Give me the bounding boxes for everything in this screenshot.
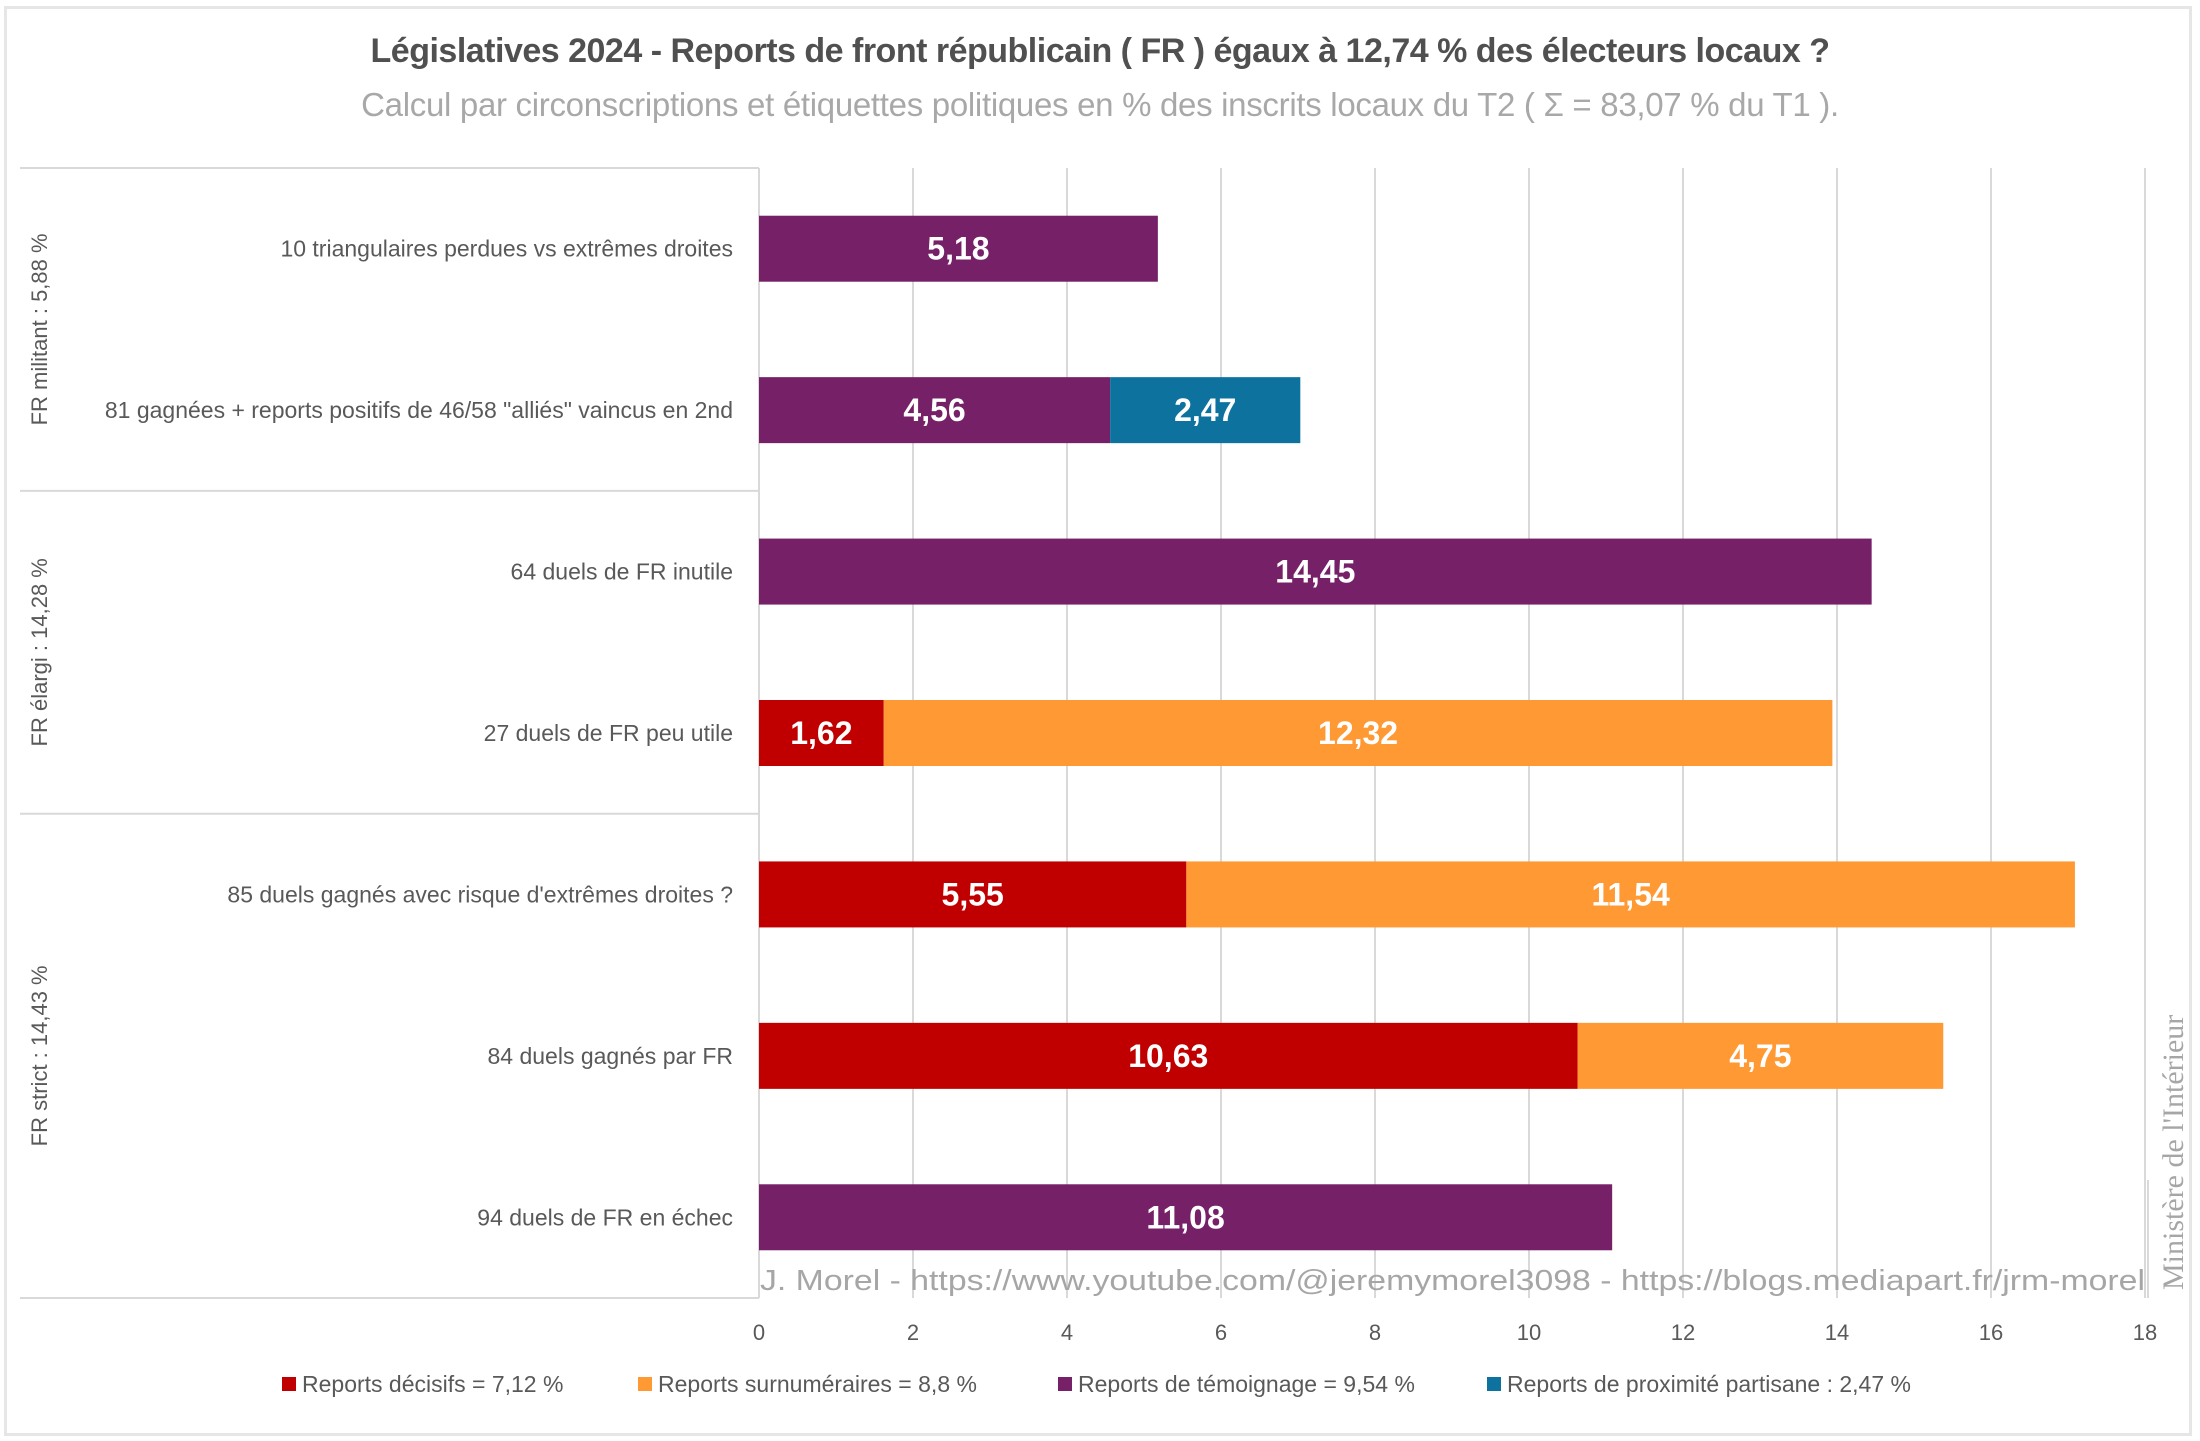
legend-swatch [1058, 1377, 1072, 1391]
legend-label: Reports de proximité partisane : 2,47 % [1507, 1371, 1911, 1397]
legend-swatch [1487, 1377, 1501, 1391]
x-tick-label: 18 [2133, 1320, 2157, 1345]
bar-data-label: 4,56 [903, 392, 965, 428]
legend-label: Reports de témoignage = 9,54 % [1078, 1371, 1415, 1397]
chart-subtitle: Calcul par circonscriptions et étiquette… [361, 86, 1839, 123]
x-tick-label: 10 [1517, 1320, 1541, 1345]
category-label: 85 duels gagnés avec risque d'extrêmes d… [227, 881, 733, 907]
x-tick-label: 14 [1825, 1320, 1849, 1345]
bar-segment [1186, 861, 2075, 928]
bar-segment [1577, 1022, 1944, 1089]
x-tick-label: 0 [753, 1320, 765, 1345]
category-label: 27 duels de FR peu utile [484, 720, 733, 746]
bar-segment [759, 538, 1872, 605]
bar-segment [759, 377, 1111, 444]
bar-data-label: 12,32 [1318, 715, 1398, 751]
bar-segment [883, 700, 1833, 766]
x-tick-label: 6 [1215, 1320, 1227, 1345]
legend-swatch [638, 1377, 652, 1391]
bar-segment [759, 215, 1158, 282]
bar-data-label: 14,45 [1275, 554, 1355, 590]
group-label: FR strict : 14,43 % [27, 965, 52, 1146]
bar-data-label: 1,62 [790, 715, 852, 751]
bar-segment [759, 861, 1187, 928]
category-label: 94 duels de FR en échec [477, 1204, 733, 1230]
source-label: Ministère de l'Intérieur [2157, 1015, 2190, 1290]
group-label: FR militant : 5,88 % [27, 233, 52, 425]
bar-segment [1110, 377, 1301, 444]
x-tick-label: 12 [1671, 1320, 1695, 1345]
bar-data-label: 5,55 [942, 876, 1004, 912]
bar-data-label: 2,47 [1174, 392, 1236, 428]
bar-data-label: 11,08 [1146, 1199, 1224, 1235]
legend-swatch [282, 1377, 296, 1391]
category-label: 84 duels gagnés par FR [488, 1043, 734, 1069]
x-tick-label: 2 [907, 1320, 919, 1345]
legend-label: Reports surnuméraires = 8,8 % [658, 1371, 977, 1397]
bar-segment [759, 1022, 1578, 1089]
bar-segment [759, 700, 884, 766]
bar-data-label: 5,18 [927, 231, 989, 267]
category-label: 81 gagnées + reports positifs de 46/58 "… [105, 397, 733, 423]
category-label: 10 triangulaires perdues vs extrêmes dro… [280, 236, 733, 262]
bar-segment [759, 1184, 1613, 1251]
x-tick-label: 8 [1369, 1320, 1381, 1345]
category-label: 64 duels de FR inutile [511, 559, 733, 585]
x-tick-label: 16 [1979, 1320, 2003, 1345]
legend-label: Reports décisifs = 7,12 % [302, 1371, 563, 1397]
x-tick-label: 4 [1061, 1320, 1073, 1345]
watermark-credit: J. Morel - https://www.youtube.com/@jere… [760, 1265, 2145, 1297]
bar-data-label: 10,63 [1128, 1038, 1208, 1074]
chart-title: Législatives 2024 - Reports de front rép… [370, 32, 1830, 70]
bar-data-label: 4,75 [1729, 1038, 1791, 1074]
group-label: FR élargi : 14,28 % [27, 558, 52, 746]
bar-data-label: 11,54 [1591, 876, 1670, 912]
